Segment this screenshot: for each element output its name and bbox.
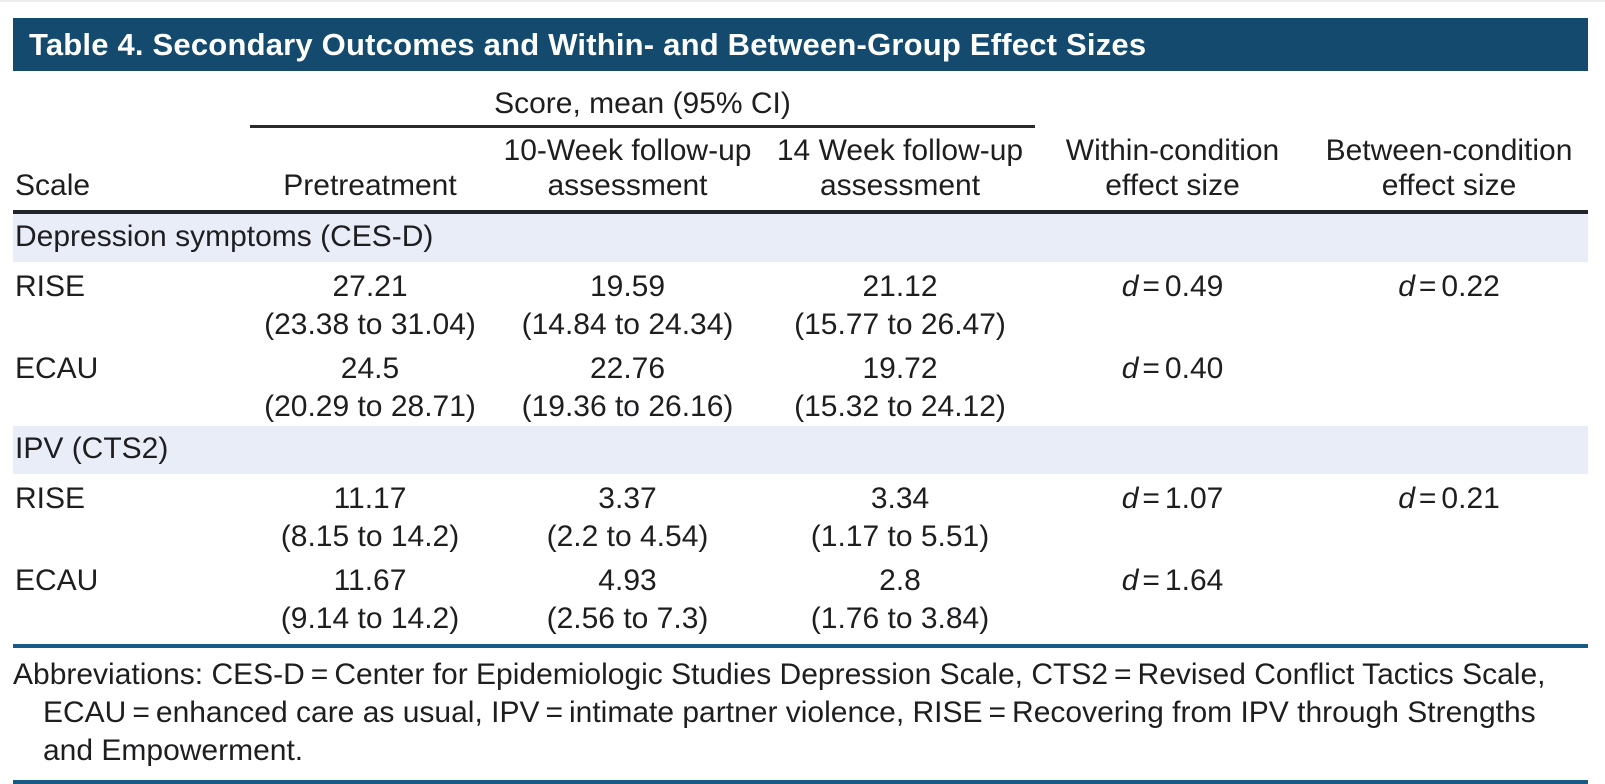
mean-value: 3.37 [598,482,657,515]
cell-between-effect [1310,556,1588,638]
cell-within-effect: d = 0.49 [1035,262,1310,344]
cell-10-week: 19.59 (14.84 to 24.34) [490,262,765,344]
table-title: Table 4. Secondary Outcomes and Within- … [29,26,1147,62]
confidence-interval: (1.17 to 5.51) [810,520,990,553]
column-header-14-week: 14 Week follow-up assessment [765,126,1036,214]
effect-size-value: 0.40 [1164,352,1224,385]
footnote-top-rule [13,644,1588,648]
footnote-bottom-rule [13,780,1588,784]
cell-10-week: 22.76 (19.36 to 26.16) [490,344,765,426]
d-symbol: d [1121,482,1139,515]
mean-value: 11.17 [333,482,407,515]
cell-pretreatment: 11.67 (9.14 to 14.2) [250,556,490,638]
d-symbol: d [1121,352,1139,385]
section-header-depression: Depression symptoms (CES-D) [13,212,1589,262]
d-symbol: d [1121,270,1139,303]
spanner-spacer [1035,71,1310,127]
effect-size-value: 0.22 [1441,270,1500,303]
d-symbol: d [1121,564,1139,597]
confidence-interval: (9.14 to 14.2) [280,602,460,635]
table-title-bar: Table 4. Secondary Outcomes and Within- … [13,18,1588,71]
spanner-spacer [1310,71,1588,127]
abbreviations-footnote: Abbreviations: CES-D = Center for Epidem… [13,658,1546,767]
cell-10-week: 3.37 (2.2 to 4.54) [490,474,765,556]
mean-value: 2.8 [879,564,921,597]
confidence-interval: (15.77 to 26.47) [794,308,1006,341]
confidence-interval: (19.36 to 26.16) [521,390,734,423]
confidence-interval: (15.32 to 24.12) [794,390,1006,423]
cell-between-effect: d = 0.21 [1310,474,1588,556]
equals-sign: = [1418,270,1437,303]
cell-between-effect: d = 0.22 [1310,262,1588,344]
row-label: RISE [15,482,86,515]
column-header-10-week: 10-Week follow-up assessment [490,126,765,214]
column-header-pretreatment: Pretreatment [250,126,490,214]
spanner-spacer [13,71,250,127]
cell-within-effect: d = 1.07 [1035,474,1310,556]
equals-sign: = [1142,482,1160,515]
confidence-interval: (1.76 to 3.84) [810,602,990,635]
effect-size-value: 1.07 [1164,482,1224,515]
confidence-interval: (8.15 to 14.2) [280,520,460,553]
equals-sign: = [1142,352,1160,385]
effect-size-value: 0.49 [1164,270,1224,303]
section-label: Depression symptoms (CES-D) [13,212,1589,262]
equals-sign: = [1418,482,1437,515]
mean-value: 27.21 [332,270,408,303]
equals-sign: = [1142,564,1160,597]
mean-value: 24.5 [340,352,400,385]
cell-pretreatment: 24.5 (20.29 to 28.71) [250,344,490,426]
mean-value: 19.59 [589,270,666,303]
confidence-interval: (23.38 to 31.04) [264,308,476,341]
table-row: RISE 11.17 (8.15 to 14.2) 3.37 (2.2 to 4… [13,474,1588,556]
column-header-scale: Scale [13,126,250,214]
confidence-interval: (2.56 to 7.3) [546,602,709,635]
section-header-ipv: IPV (CTS2) [13,426,1589,474]
mean-value: 11.67 [333,564,407,597]
column-header-row: Scale Pretreatment 10-Week follow-up ass… [13,126,1589,214]
mean-value: 21.12 [862,270,938,303]
cell-14-week: 2.8 (1.76 to 3.84) [765,556,1035,638]
d-symbol: d [1398,482,1415,515]
mean-value: 19.72 [862,352,938,385]
table-row: ECAU 24.5 (20.29 to 28.71) 22.76 (19.36 … [13,344,1588,426]
equals-sign: = [1142,270,1160,303]
spanner-row: Score, mean (95% CI) [13,71,1588,128]
confidence-interval: (14.84 to 24.34) [521,308,734,341]
cell-between-effect [1310,344,1588,426]
mean-value: 3.34 [870,482,930,515]
effect-size-value: 0.21 [1441,482,1500,515]
confidence-interval: (20.29 to 28.71) [264,390,476,423]
confidence-interval: (2.2 to 4.54) [546,520,709,553]
cell-10-week: 4.93 (2.56 to 7.3) [490,556,765,638]
mean-value: 22.76 [589,352,666,385]
d-symbol: d [1398,270,1415,303]
section-label: IPV (CTS2) [13,426,1589,474]
cell-14-week: 3.34 (1.17 to 5.51) [765,474,1035,556]
cell-pretreatment: 11.17 (8.15 to 14.2) [250,474,490,556]
row-label: ECAU [15,564,99,597]
column-header-within: Within-condition effect size [1035,126,1311,214]
cell-within-effect: d = 0.40 [1035,344,1310,426]
table-row: RISE 27.21 (23.38 to 31.04) 19.59 (14.84… [13,262,1588,344]
row-label: RISE [15,270,86,303]
cell-14-week: 19.72 (15.32 to 24.12) [765,344,1035,426]
cell-pretreatment: 27.21 (23.38 to 31.04) [250,262,490,344]
cell-14-week: 21.12 (15.77 to 26.47) [765,262,1035,344]
row-label: ECAU [15,352,99,385]
outcomes-table: Score, mean (95% CI) Scale Pretreatment … [13,71,1589,638]
mean-value: 4.93 [598,564,657,597]
column-header-between: Between-condition effect size [1310,126,1589,214]
cell-within-effect: d = 1.64 [1035,556,1310,638]
table-row: ECAU 11.67 (9.14 to 14.2) 4.93 (2.56 to … [13,556,1588,638]
score-mean-spanner: Score, mean (95% CI) [250,71,1036,128]
effect-size-value: 1.64 [1164,564,1224,597]
